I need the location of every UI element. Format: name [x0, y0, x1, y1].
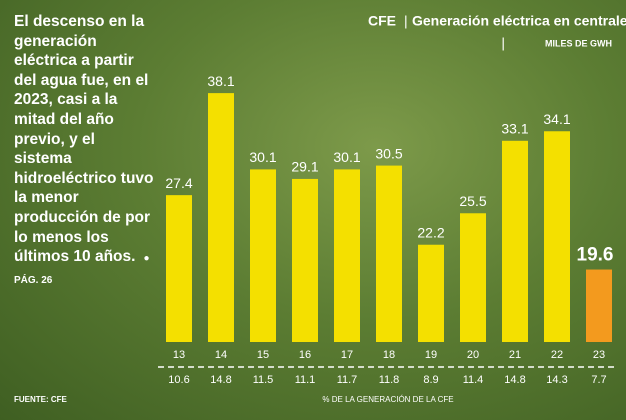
bar	[250, 169, 276, 342]
share-value: 14.3	[546, 374, 567, 386]
x-tick-label: 17	[341, 349, 353, 361]
x-tick-label: 21	[509, 349, 521, 361]
share-value: 11.4	[463, 374, 484, 386]
separator: |	[404, 13, 408, 29]
share-value: 11.5	[253, 374, 274, 386]
value-label: 25.5	[459, 193, 486, 209]
x-tick-label: 13	[173, 349, 185, 361]
bar	[460, 213, 486, 342]
value-label: 38.1	[207, 73, 234, 89]
value-label: 29.1	[291, 159, 318, 175]
bar	[502, 141, 528, 342]
value-label: 30.1	[333, 149, 360, 165]
bar	[418, 245, 444, 342]
x-tick-label: 22	[551, 349, 563, 361]
share-value: 11.7	[337, 374, 358, 386]
value-label: 34.1	[543, 111, 570, 127]
x-tick-label: 19	[425, 349, 437, 361]
x-tick-label: 14	[215, 349, 227, 361]
x-tick-label: 18	[383, 349, 395, 361]
bar	[376, 166, 402, 342]
share-value: 14.8	[504, 374, 525, 386]
chart-title: Generación eléctrica en centrales hidráu…	[412, 13, 626, 29]
x-tick-label: 15	[257, 349, 269, 361]
share-value: 11.1	[295, 374, 316, 386]
bar	[544, 131, 570, 342]
x-tick-label: 23	[593, 349, 605, 361]
value-label: 19.6	[577, 245, 614, 266]
note: El descenso en la generación eléctrica a…	[14, 12, 154, 290]
bar	[166, 195, 192, 342]
share-value: 8.9	[423, 374, 438, 386]
share-value: 14.8	[210, 374, 231, 386]
source-tag: CFE	[368, 13, 396, 29]
share-label: % DE LA GENERACIÓN DE LA CFE	[322, 395, 453, 404]
share-value: 10.6	[168, 374, 189, 386]
x-tick-label: 16	[299, 349, 311, 361]
value-label: 33.1	[501, 120, 528, 136]
value-label: 30.1	[249, 149, 276, 165]
value-label: 27.4	[165, 175, 192, 191]
source: FUENTE: CFE	[14, 395, 68, 404]
share-value: 7.7	[591, 374, 606, 386]
value-label: 22.2	[417, 224, 444, 240]
note-text: El descenso en la generación eléctrica a…	[14, 13, 154, 265]
separator: |	[501, 35, 505, 51]
x-tick-label: 20	[467, 349, 479, 361]
share-value: 11.8	[379, 374, 400, 386]
bar	[334, 169, 360, 342]
bar	[208, 93, 234, 342]
bar	[292, 179, 318, 342]
bar	[586, 270, 612, 342]
infographic: CFE | Generación eléctrica en centrales …	[0, 0, 626, 420]
unit: MILES DE GWH	[545, 38, 612, 48]
value-label: 30.5	[375, 145, 402, 161]
